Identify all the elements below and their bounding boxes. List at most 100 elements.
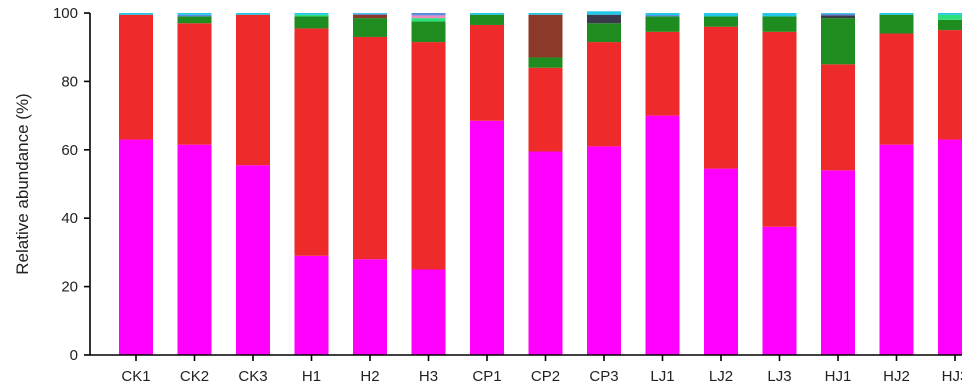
bar-segment xyxy=(528,67,563,152)
bar-segment xyxy=(411,21,446,43)
bar-segment xyxy=(587,146,621,355)
bar-stack-cp3 xyxy=(587,11,621,355)
bar-segment xyxy=(704,13,738,17)
bar-segment xyxy=(938,13,962,15)
bar-segment xyxy=(294,255,329,355)
bar-segment xyxy=(353,259,387,355)
bar-segment xyxy=(353,13,387,15)
bar-segment xyxy=(177,144,212,355)
bar-segment xyxy=(762,16,797,32)
bar-segment xyxy=(938,30,962,140)
y-tick-label: 20 xyxy=(61,279,78,296)
bar-segment xyxy=(645,16,680,32)
y-tick-label: 100 xyxy=(53,5,78,22)
bar-segment xyxy=(177,13,212,15)
x-tick-label: H2 xyxy=(360,368,379,385)
bar-segment xyxy=(587,23,621,43)
bar-segment xyxy=(470,120,504,355)
bar-segment xyxy=(119,139,153,355)
bar-segment xyxy=(528,57,563,68)
bar-segment xyxy=(938,139,962,355)
y-axis-title: Relative abundance (%) xyxy=(13,93,32,274)
bar-segment xyxy=(353,18,387,37)
bar-segment xyxy=(528,151,563,355)
bar-segment xyxy=(821,18,855,65)
x-tick-label: H1 xyxy=(302,368,321,385)
bar-stack-ck2 xyxy=(177,13,212,355)
x-tick-label: HJ1 xyxy=(825,368,852,385)
bar-segment xyxy=(177,16,212,24)
bar-segment xyxy=(938,14,962,20)
bar-segment xyxy=(470,14,504,25)
bar-segment xyxy=(353,13,387,14)
bar-segment xyxy=(353,36,387,260)
y-tick-label: 40 xyxy=(61,210,78,227)
bar-segment xyxy=(528,14,563,58)
bar-segment xyxy=(119,14,153,140)
x-tick-label: CP3 xyxy=(589,368,618,385)
bars xyxy=(119,11,962,355)
y-axis-ticks: 0 20 40 60 80 100 xyxy=(53,5,90,364)
bar-segment xyxy=(236,14,270,166)
bar-segment xyxy=(704,16,738,27)
bar-segment xyxy=(704,168,738,355)
bar-stack-h2 xyxy=(353,13,387,355)
bar-segment xyxy=(236,165,270,355)
bar-segment xyxy=(411,15,446,19)
bar-stack-hj2 xyxy=(879,13,914,355)
bar-segment xyxy=(177,14,212,17)
bar-segment xyxy=(470,13,504,15)
x-tick-label: CK1 xyxy=(121,368,150,385)
bar-segment xyxy=(704,26,738,169)
bar-segment xyxy=(762,31,797,227)
bar-segment xyxy=(645,31,680,116)
x-tick-label: CK2 xyxy=(180,368,209,385)
bar-segment xyxy=(411,18,446,22)
x-tick-label: LJ1 xyxy=(650,368,674,385)
bar-stack-cp1 xyxy=(470,13,504,355)
x-axis-labels: CK1 CK2 CK3 H1 H2 H3 CP1 CP2 CP3 LJ1 LJ2 LJ3 HJ1 HJ2 H… xyxy=(121,355,962,385)
bar-stack-h1 xyxy=(294,13,329,355)
bar-segment xyxy=(879,33,914,145)
bar-stack-cp2 xyxy=(528,13,563,355)
x-tick-label: HJ3 xyxy=(942,368,962,385)
x-tick-label: H3 xyxy=(419,368,438,385)
bar-segment xyxy=(762,13,797,17)
bar-segment xyxy=(821,13,855,16)
x-tick-label: HJ2 xyxy=(883,368,910,385)
bar-segment xyxy=(294,14,329,17)
bar-stack-h3 xyxy=(411,13,446,355)
bar-segment xyxy=(821,15,855,19)
bar-segment xyxy=(294,28,329,256)
bar-segment xyxy=(177,23,212,145)
bar-segment xyxy=(645,15,680,17)
bar-segment xyxy=(879,14,914,34)
y-tick-label: 60 xyxy=(61,142,78,159)
bar-segment xyxy=(411,42,446,270)
bar-segment xyxy=(411,13,446,16)
x-tick-label: CP2 xyxy=(531,368,560,385)
x-tick-label: LJ2 xyxy=(709,368,733,385)
bar-segment xyxy=(528,13,563,15)
bar-segment xyxy=(353,14,387,19)
x-tick-label: LJ3 xyxy=(767,368,791,385)
x-tick-label: CP1 xyxy=(472,368,501,385)
bar-segment xyxy=(879,13,914,15)
bar-segment xyxy=(821,64,855,171)
bar-segment xyxy=(587,42,621,147)
bar-segment xyxy=(645,13,680,16)
bar-segment xyxy=(470,24,504,121)
bar-segment xyxy=(645,115,680,355)
bar-segment xyxy=(119,13,153,15)
bar-segment xyxy=(294,16,329,29)
bar-stack-ck1 xyxy=(119,13,153,355)
bar-segment xyxy=(821,13,855,14)
bar-segment xyxy=(587,14,621,24)
bar-stack-lj2 xyxy=(704,13,738,355)
bar-segment xyxy=(821,170,855,355)
bar-segment xyxy=(587,11,621,15)
bar-stack-ck3 xyxy=(236,13,270,355)
bar-stack-lj1 xyxy=(645,13,680,355)
y-tick-label: 0 xyxy=(70,347,78,364)
